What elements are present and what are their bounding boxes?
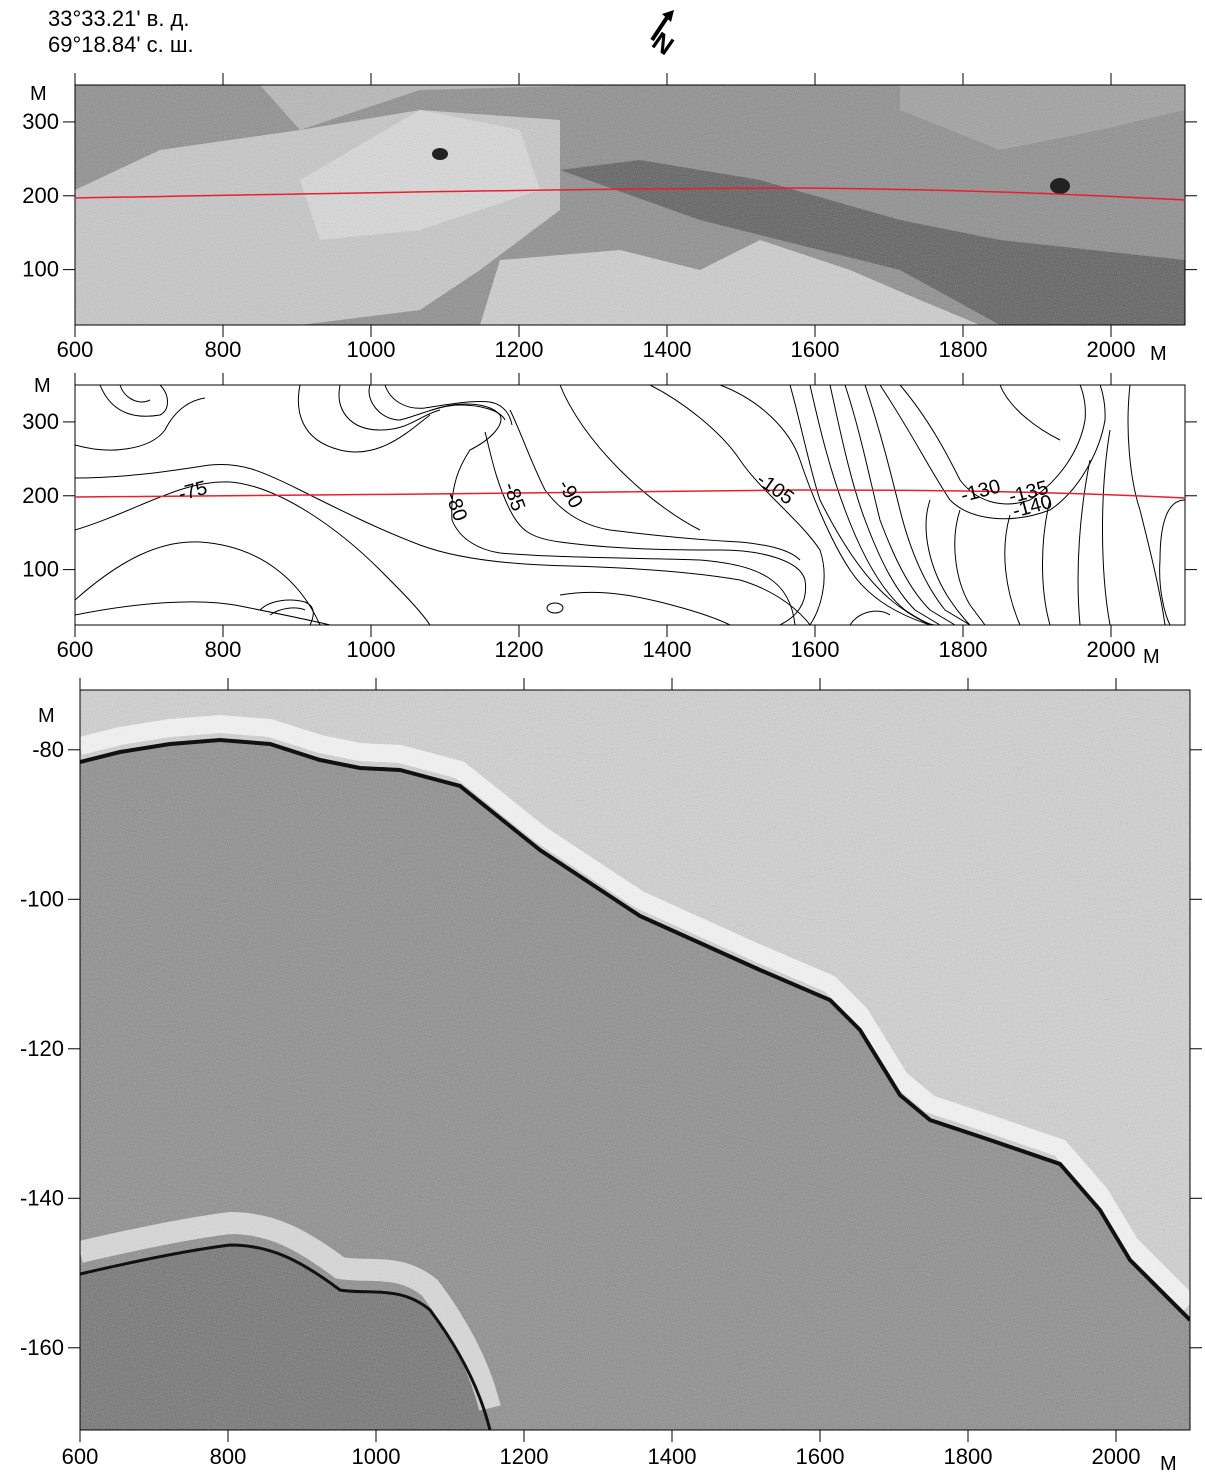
profile-x-unit: М (1160, 1453, 1177, 1475)
sonar-axes: 600 800 1000 1200 1400 1600 1800 2000 300 200 100 (22, 73, 1197, 362)
bathy-track-line (75, 489, 1185, 499)
x-tick-label: 2000 (1087, 337, 1136, 362)
x-tick-label: 1800 (939, 637, 988, 662)
y-tick-label: 200 (22, 483, 59, 508)
x-tick-label: 1400 (643, 637, 692, 662)
sonar-x-unit: М (1150, 343, 1167, 365)
x-tick-label: 600 (57, 337, 94, 362)
x-tick-label: 1400 (648, 1444, 697, 1469)
y-tick-label: -160 (20, 1335, 64, 1360)
bathymetry-axes: 600 800 1000 1200 1400 1600 1800 2000 300 200 100 (22, 373, 1197, 662)
sonar-image (75, 85, 1185, 325)
y-tick-label: -140 (20, 1185, 64, 1210)
north-arrow-icon: N (647, 10, 680, 61)
x-tick-label: 800 (210, 1444, 247, 1469)
x-tick-label: 1800 (939, 337, 988, 362)
bathymetry-panel: -75 -80 -85 -90 -105 -130 -135 -140 600 8… (22, 373, 1197, 668)
x-tick-label: 1000 (352, 1444, 401, 1469)
x-tick-label: 1000 (347, 337, 396, 362)
multiple-reflector (80, 1243, 492, 1430)
x-tick-label: 600 (57, 637, 94, 662)
x-tick-label: 1800 (944, 1444, 993, 1469)
y-tick-label: -120 (20, 1036, 64, 1061)
longitude-text: 33°33.21' в. д. (48, 6, 190, 31)
x-tick-label: 600 (62, 1444, 99, 1469)
x-tick-label: 1600 (791, 337, 840, 362)
latitude-text: 69°18.84' с. ш. (48, 32, 194, 57)
bathymetry-x-unit: М (1143, 646, 1160, 668)
x-tick-label: 2000 (1092, 1444, 1141, 1469)
y-tick-label: -100 (20, 886, 64, 911)
seismic-profile-panel: 600 800 1000 1200 1400 1600 1800 2000 -80 -100 -12… (20, 678, 1202, 1475)
y-tick-label: 100 (22, 557, 59, 582)
profile-axes: 600 800 1000 1200 1400 1600 1800 2000 -80 -100 -12… (20, 678, 1202, 1469)
x-tick-label: 1200 (495, 337, 544, 362)
x-tick-label: 1200 (500, 1444, 549, 1469)
profile-y-unit: М (38, 705, 55, 727)
bathymetry-y-unit: М (34, 375, 51, 397)
x-tick-label: 2000 (1087, 637, 1136, 662)
sonar-y-unit: М (30, 83, 47, 105)
x-tick-label: 1400 (643, 337, 692, 362)
track-line (74, 187, 1186, 201)
x-tick-label: 800 (205, 337, 242, 362)
x-tick-label: 800 (205, 637, 242, 662)
y-tick-label: 200 (22, 183, 59, 208)
y-tick-label: -80 (32, 737, 64, 762)
coordinates-label: 33°33.21' в. д. 69°18.84' с. ш. (48, 6, 194, 58)
y-tick-label: 100 (22, 257, 59, 282)
x-tick-label: 1000 (347, 637, 396, 662)
seismic-image (80, 690, 1190, 1430)
y-tick-label: 300 (22, 109, 59, 134)
north-label: N (647, 26, 680, 61)
x-tick-label: 1600 (791, 637, 840, 662)
y-tick-label: 300 (22, 409, 59, 434)
sonar-mosaic-panel: 600 800 1000 1200 1400 1600 1800 2000300200100 … (22, 73, 1197, 365)
seabed-reflector (80, 737, 1190, 1322)
x-tick-label: 1200 (495, 637, 544, 662)
x-tick-label: 1600 (796, 1444, 845, 1469)
contour-lines (75, 385, 1185, 625)
